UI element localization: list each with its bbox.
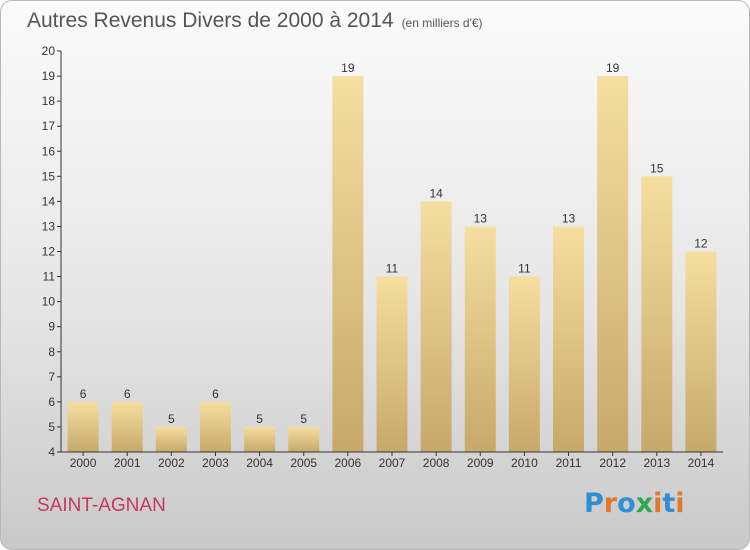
logo-letter: o: [617, 488, 636, 519]
data-label: 6: [212, 387, 219, 401]
data-label: 6: [80, 387, 87, 401]
bar: [111, 401, 143, 452]
bar: [332, 76, 364, 452]
data-label: 6: [124, 387, 131, 401]
bar: [155, 426, 187, 452]
data-label: 14: [429, 186, 443, 200]
chart-subtitle: (en milliers d'€): [401, 16, 483, 30]
x-tick-label: 2004: [246, 456, 273, 470]
y-tick-label: 14: [42, 194, 56, 208]
bar: [464, 226, 496, 452]
bar: [420, 201, 452, 452]
bar: [67, 401, 99, 452]
logo-letter: i: [653, 488, 663, 519]
town-name: SAINT-AGNAN: [37, 495, 166, 516]
y-tick-label: 9: [48, 320, 55, 334]
bar: [508, 276, 540, 452]
y-tick-label: 19: [42, 69, 56, 83]
data-label: 13: [562, 211, 576, 225]
x-tick-label: 2010: [511, 456, 538, 470]
logo-letter: x: [635, 488, 654, 519]
y-tick-label: 11: [43, 270, 56, 284]
data-label: 5: [168, 412, 175, 426]
y-tick-label: 17: [42, 119, 56, 133]
x-tick-label: 2014: [688, 456, 715, 470]
chart-title: Autres Revenus Divers de 2000 à 2014 (en …: [27, 9, 483, 33]
logo-letter: t: [662, 488, 676, 519]
x-tick-label: 2006: [335, 456, 362, 470]
data-label: 12: [694, 237, 708, 251]
y-tick-label: 18: [42, 94, 56, 108]
y-tick-label: 15: [42, 169, 56, 183]
bar: [244, 426, 276, 452]
data-label: 5: [256, 412, 263, 426]
x-tick-label: 2013: [643, 456, 670, 470]
x-tick-label: 2009: [467, 456, 494, 470]
x-tick-label: 2007: [379, 456, 406, 470]
bar: [685, 251, 717, 452]
bar: [597, 76, 629, 452]
x-tick-label: 2012: [599, 456, 626, 470]
x-tick-label: 2005: [290, 456, 317, 470]
bar: [199, 401, 231, 452]
y-tick-label: 20: [42, 44, 56, 58]
x-tick-label: 2008: [423, 456, 450, 470]
data-label: 19: [606, 61, 620, 75]
x-tick-label: 2002: [158, 456, 185, 470]
y-tick-label: 13: [42, 219, 56, 233]
x-tick-label: 2011: [556, 456, 582, 470]
logo-letter: r: [603, 488, 618, 519]
bar: [376, 276, 408, 452]
data-label: 15: [650, 161, 664, 175]
y-tick-label: 6: [48, 395, 55, 409]
y-tick-label: 8: [48, 345, 55, 359]
data-label: 11: [386, 262, 399, 276]
y-tick-label: 12: [42, 245, 56, 259]
y-tick-label: 10: [42, 295, 56, 309]
logo-letter: P: [584, 488, 604, 519]
y-tick-label: 4: [48, 445, 55, 459]
x-tick-label: 2000: [70, 456, 97, 470]
y-tick-label: 5: [48, 420, 55, 434]
logo-letter: i: [675, 488, 685, 519]
proxiti-logo: Proxiti: [584, 488, 685, 519]
data-label: 11: [518, 262, 531, 276]
data-label: 5: [300, 412, 307, 426]
y-tick-label: 16: [42, 144, 56, 158]
x-tick-label: 2003: [202, 456, 229, 470]
y-tick-label: 7: [48, 370, 55, 384]
bar: [288, 426, 320, 452]
x-tick-label: 2001: [114, 456, 141, 470]
title-text: Autres Revenus Divers de 2000 à 2014: [27, 9, 394, 32]
data-label: 19: [341, 61, 355, 75]
bar: [553, 226, 585, 452]
data-label: 13: [474, 211, 488, 225]
bar: [641, 176, 673, 452]
